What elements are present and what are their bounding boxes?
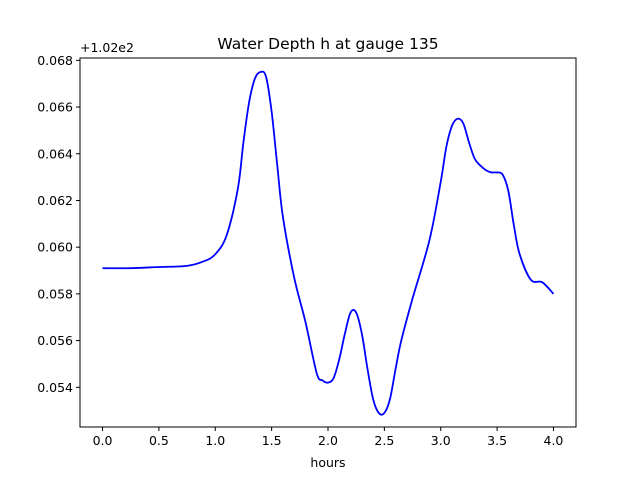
y-tick-label: 0.066 [37, 100, 73, 115]
y-tick-label: 0.054 [37, 380, 73, 395]
series-line [102, 70, 555, 416]
x-tick-label: 3.5 [487, 433, 507, 448]
x-tick-label: 0.5 [149, 433, 169, 448]
x-tick-label: 1.0 [205, 433, 225, 448]
x-tick-label: 3.0 [431, 433, 451, 448]
axes-frame [79, 57, 577, 428]
y-offset-label: +1.02e2 [80, 40, 134, 55]
x-tick-label: 4.0 [544, 433, 564, 448]
y-tick-label: 0.058 [37, 286, 73, 301]
x-axis-label: hours [310, 455, 345, 470]
chart-title: Water Depth h at gauge 135 [217, 35, 438, 53]
y-tick-label: 0.056 [37, 333, 73, 348]
y-tick-label: 0.062 [37, 193, 73, 208]
plot-area: 0.0 0.5 1.0 1.5 2.0 2.5 3.0 3.5 4.0 0.054 0.056 0.0… [37, 53, 563, 448]
x-tick-label: 0.0 [93, 433, 113, 448]
y-tick-label: 0.060 [37, 240, 73, 255]
x-tick-label: 2.5 [374, 433, 394, 448]
y-tick-label: 0.064 [37, 146, 73, 161]
x-tick-label: 1.5 [262, 433, 282, 448]
x-tick-label: 2.0 [318, 433, 338, 448]
y-tick-label: 0.068 [37, 53, 73, 68]
